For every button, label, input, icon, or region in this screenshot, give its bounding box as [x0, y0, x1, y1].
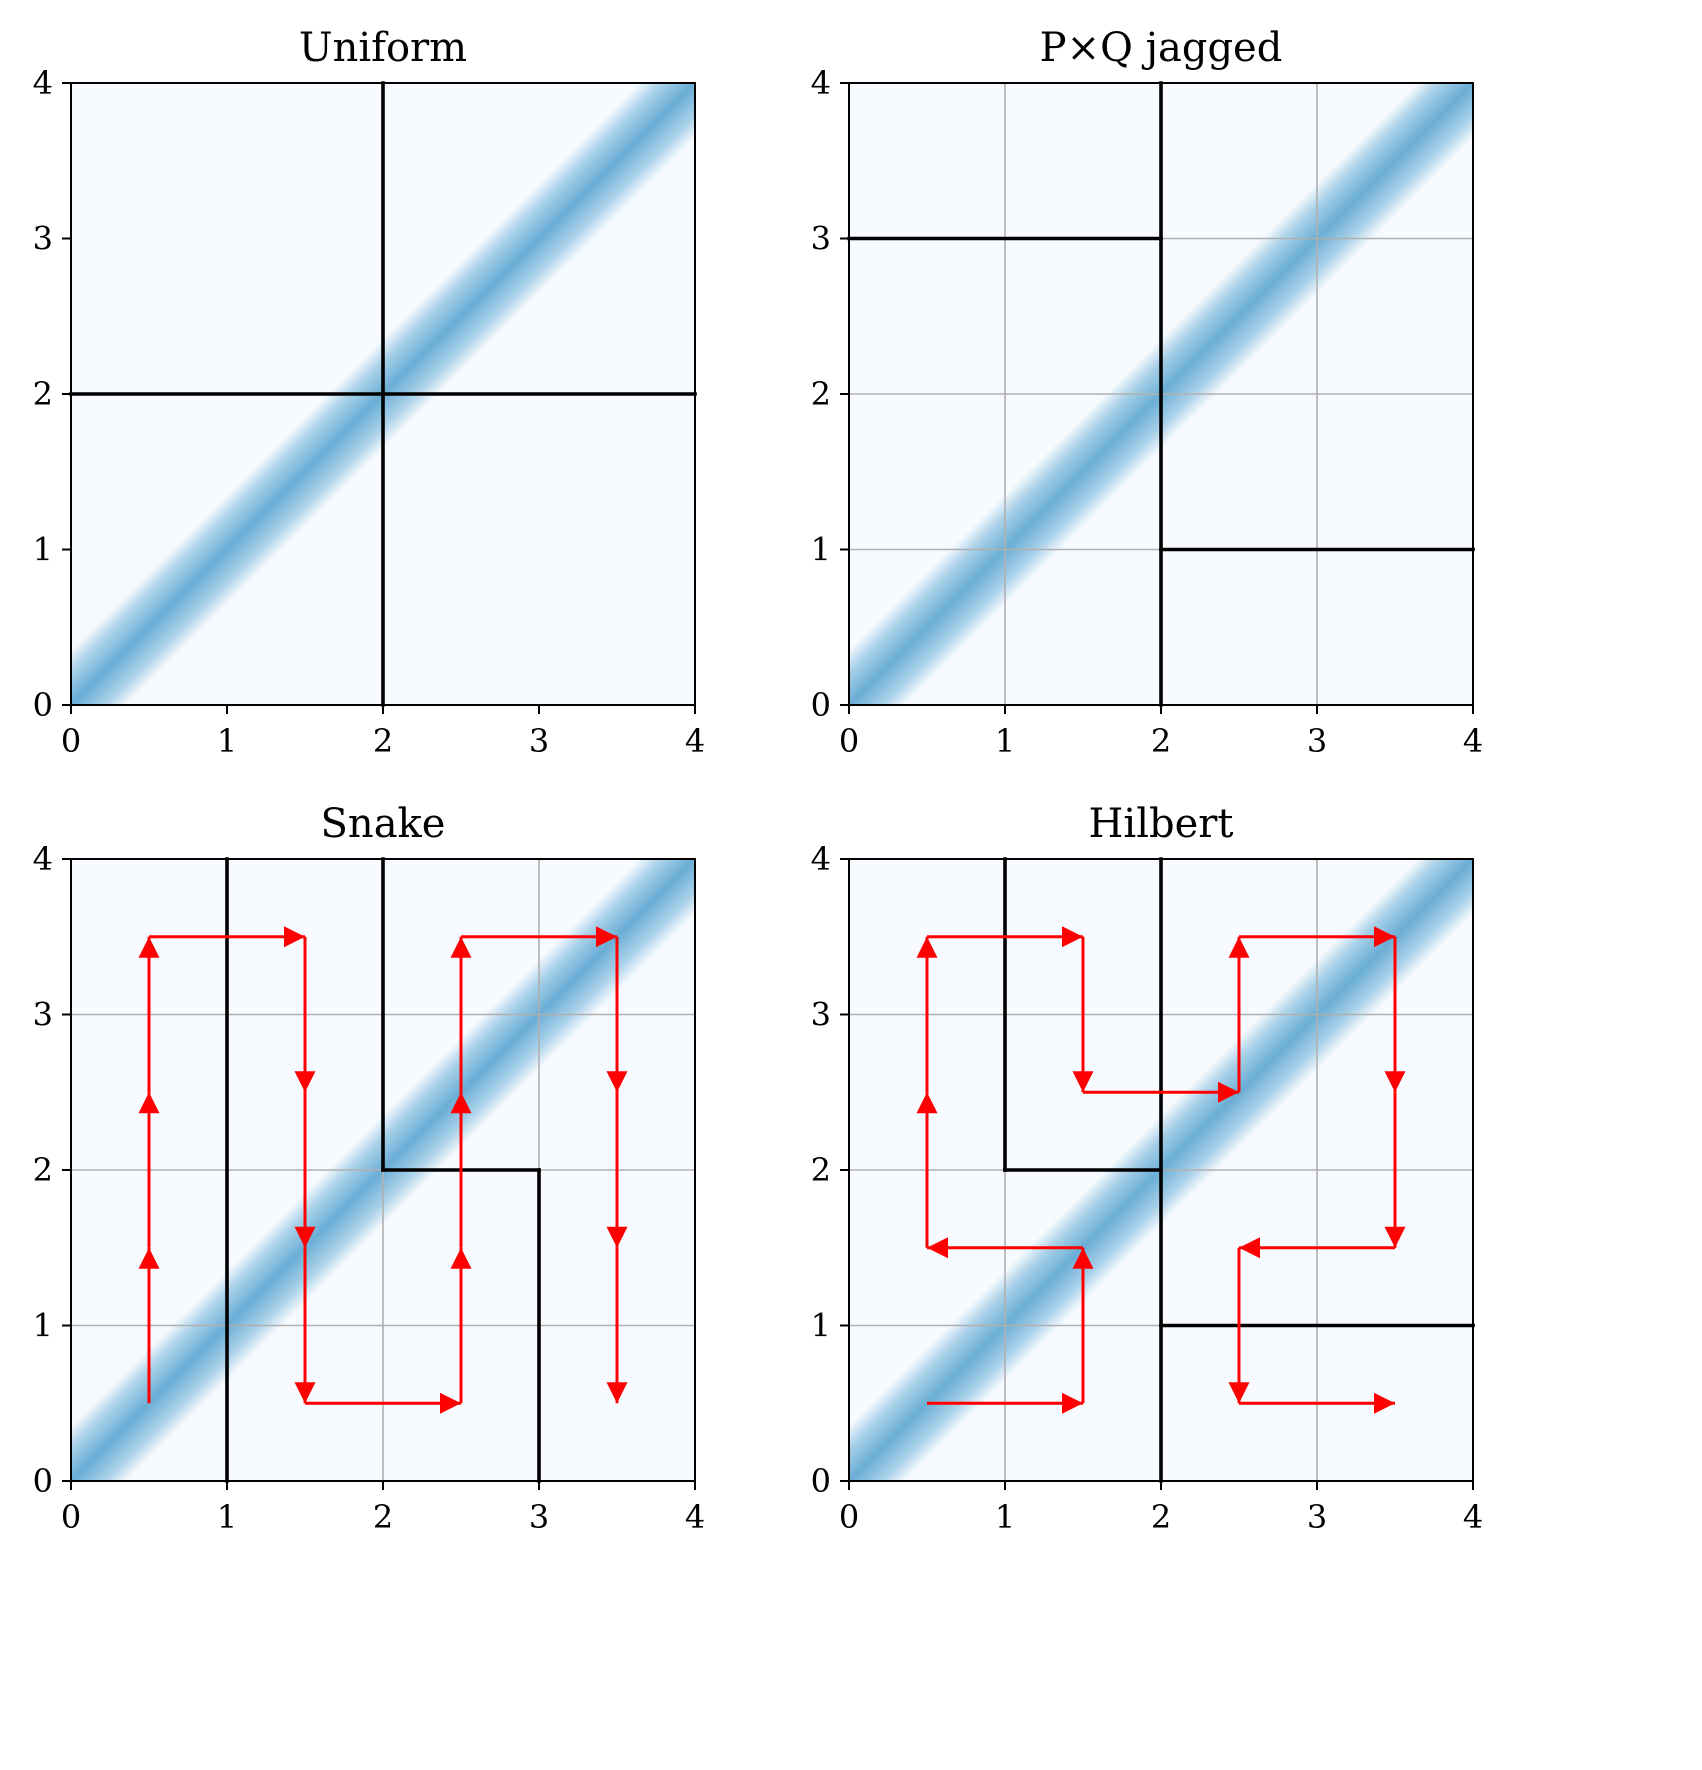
traversal-path: [916, 926, 1406, 1414]
y-tick-label: 4: [811, 840, 831, 878]
x-tick-label: 0: [61, 1498, 81, 1536]
x-tick-label: 2: [373, 1498, 393, 1536]
panel-title: P×Q jagged: [1040, 25, 1283, 71]
x-tick-label: 3: [1307, 1498, 1327, 1536]
x-tick-label: 4: [1463, 1498, 1483, 1536]
y-tick-label: 2: [811, 1151, 831, 1189]
x-tick-label: 2: [1151, 1498, 1171, 1536]
x-tick-label: 0: [61, 722, 81, 760]
panel-p-q-jagged: 0 1 2 3 4 0 1 2 3 4 P×Q jagged: [811, 25, 1484, 760]
partition-lines: [1003, 857, 1475, 1483]
panel-snake: 0 1 2 3 4 0 1 2 3 4 Snake: [33, 801, 706, 1536]
y-tick-label: 0: [811, 686, 831, 724]
partition-lines: [69, 81, 697, 707]
y-tick-label: 2: [33, 375, 53, 413]
y-tick-label: 2: [811, 375, 831, 413]
panel-title: Snake: [321, 801, 446, 847]
y-tick-label: 4: [811, 64, 831, 102]
ticks: 0 1 2 3 4 0 1 2 3 4: [811, 64, 1484, 760]
y-tick-label: 0: [33, 1462, 53, 1500]
y-tick-label: 3: [811, 996, 831, 1034]
x-tick-label: 3: [529, 722, 549, 760]
y-tick-label: 1: [811, 531, 831, 569]
y-tick-label: 1: [811, 1307, 831, 1345]
x-tick-label: 2: [1151, 722, 1171, 760]
y-tick-label: 1: [33, 1307, 53, 1345]
panel-title: Hilbert: [1089, 801, 1234, 847]
x-tick-label: 0: [839, 722, 859, 760]
ticks: 0 1 2 3 4 0 1 2 3 4: [33, 64, 706, 760]
y-tick-label: 0: [33, 686, 53, 724]
x-tick-label: 4: [685, 722, 705, 760]
ticks: 0 1 2 3 4 0 1 2 3 4: [811, 840, 1484, 1536]
panel-title: Uniform: [299, 25, 467, 71]
x-tick-label: 1: [995, 1498, 1015, 1536]
x-tick-label: 0: [839, 1498, 859, 1536]
y-tick-label: 3: [33, 220, 53, 258]
x-tick-label: 4: [685, 1498, 705, 1536]
panel-uniform: 0 1 2 3 4 0 1 2 3 4 Uniform: [33, 25, 706, 760]
traversal-path: [138, 926, 628, 1414]
panel-hilbert: 0 1 2 3 4 0 1 2 3 4 Hilbert: [811, 801, 1484, 1536]
y-tick-label: 0: [811, 1462, 831, 1500]
x-tick-label: 3: [529, 1498, 549, 1536]
y-tick-label: 4: [33, 840, 53, 878]
y-tick-label: 3: [811, 220, 831, 258]
y-tick-label: 3: [33, 996, 53, 1034]
partition-lines: [847, 81, 1475, 707]
y-tick-label: 1: [33, 531, 53, 569]
ticks: 0 1 2 3 4 0 1 2 3 4: [33, 840, 706, 1536]
y-tick-label: 4: [33, 64, 53, 102]
x-tick-label: 4: [1463, 722, 1483, 760]
x-tick-label: 1: [995, 722, 1015, 760]
y-tick-label: 2: [33, 1151, 53, 1189]
x-tick-label: 2: [373, 722, 393, 760]
x-tick-label: 1: [217, 722, 237, 760]
x-tick-label: 3: [1307, 722, 1327, 760]
x-tick-label: 1: [217, 1498, 237, 1536]
